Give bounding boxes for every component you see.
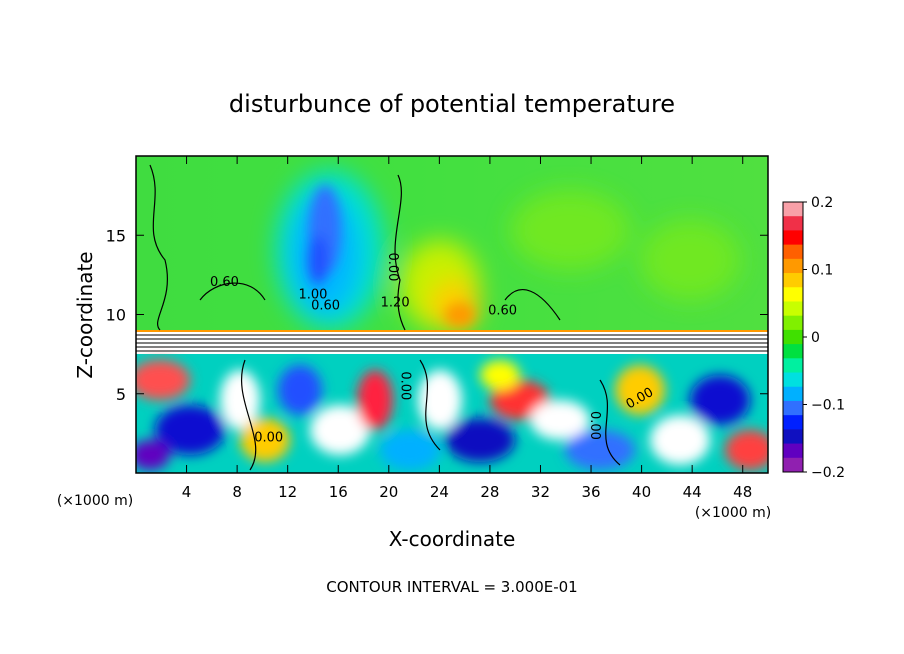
colorbar-swatch xyxy=(783,372,803,388)
x-unit-label-left: (×1000 m) xyxy=(57,493,133,509)
colorbar-swatch xyxy=(783,358,803,374)
x-tick-label: 20 xyxy=(379,483,398,501)
colorbar-swatch xyxy=(783,329,803,345)
colorbar-swatch xyxy=(783,216,803,231)
contour-interval-footer: CONTOUR INTERVAL = 3.000E-01 xyxy=(326,578,577,596)
contour-labels: 0.600.001.000.60 1.200.600.000.000.000.00 xyxy=(210,252,656,445)
x-tick-label: 28 xyxy=(480,483,499,501)
colorbar-swatch xyxy=(783,344,803,359)
colorbar-swatch xyxy=(783,258,803,274)
colorbar-swatch xyxy=(783,443,803,459)
x-tick-label: 4 xyxy=(182,483,192,501)
colorbar-swatch xyxy=(783,415,803,430)
x-tick-label: 24 xyxy=(430,483,449,501)
contour-label: 0.00 xyxy=(254,430,283,445)
colorbar-swatch xyxy=(783,386,803,402)
colorbar-swatch xyxy=(783,457,803,473)
x-tick-label: 32 xyxy=(531,483,550,501)
colorbar-swatch xyxy=(783,273,803,288)
contour-label: 0.00 xyxy=(385,252,400,281)
x-tick-label: 40 xyxy=(632,483,651,501)
x-tick-label: 12 xyxy=(278,483,297,501)
colorbar-swatch xyxy=(783,315,803,331)
colorbar-label: 0.2 xyxy=(811,195,833,211)
contour-label: 0.00 xyxy=(587,411,602,440)
colorbar-swatch xyxy=(783,244,803,260)
colorbar: 0.2 0.1 0 −0.1 −0.2 xyxy=(782,195,845,481)
y-tick-label: 5 xyxy=(116,385,126,404)
colorbar-swatch xyxy=(783,202,803,217)
x-tick-label: 48 xyxy=(733,483,752,501)
colorbar-swatch xyxy=(783,230,803,246)
colorbar-swatch xyxy=(783,301,803,317)
x-tick-label: 36 xyxy=(581,483,600,501)
colorbar-swatch xyxy=(783,400,803,416)
contour-label: 0.60 xyxy=(488,304,517,319)
colorbar-label: −0.1 xyxy=(811,398,845,414)
y-tick-label: 15 xyxy=(106,226,126,245)
heatmap-field xyxy=(136,156,768,473)
contour-label: 0.60 xyxy=(210,275,239,290)
colorbar-label: −0.2 xyxy=(811,465,845,481)
y-axis-ticks: 5 10 15 xyxy=(106,226,768,404)
x-tick-label: 44 xyxy=(683,483,702,501)
x-tick-label: 8 xyxy=(232,483,242,501)
contour-label: 0.00 xyxy=(397,371,412,400)
colorbar-swatch xyxy=(783,287,803,302)
contour-label: 1.00 xyxy=(298,288,327,303)
colorbar-label: 0 xyxy=(811,330,820,346)
colorbar-label: 0.1 xyxy=(811,263,833,279)
contour-label: 0.60 xyxy=(311,299,340,314)
x-tick-label: 16 xyxy=(329,483,348,501)
y-tick-label: 10 xyxy=(106,306,126,325)
chart-title: disturbunce of potential temperature xyxy=(229,90,675,118)
x-unit-label-right: (×1000 m) xyxy=(695,505,771,521)
y-axis-title: Z-coordinate xyxy=(73,251,97,378)
contour-label: 1.20 xyxy=(381,296,410,311)
colorbar-swatch xyxy=(783,429,803,445)
x-axis-ticks: 4 8 12 16 20 24 28 32 36 40 44 48 xyxy=(182,156,752,501)
x-axis-title: X-coordinate xyxy=(389,527,516,551)
